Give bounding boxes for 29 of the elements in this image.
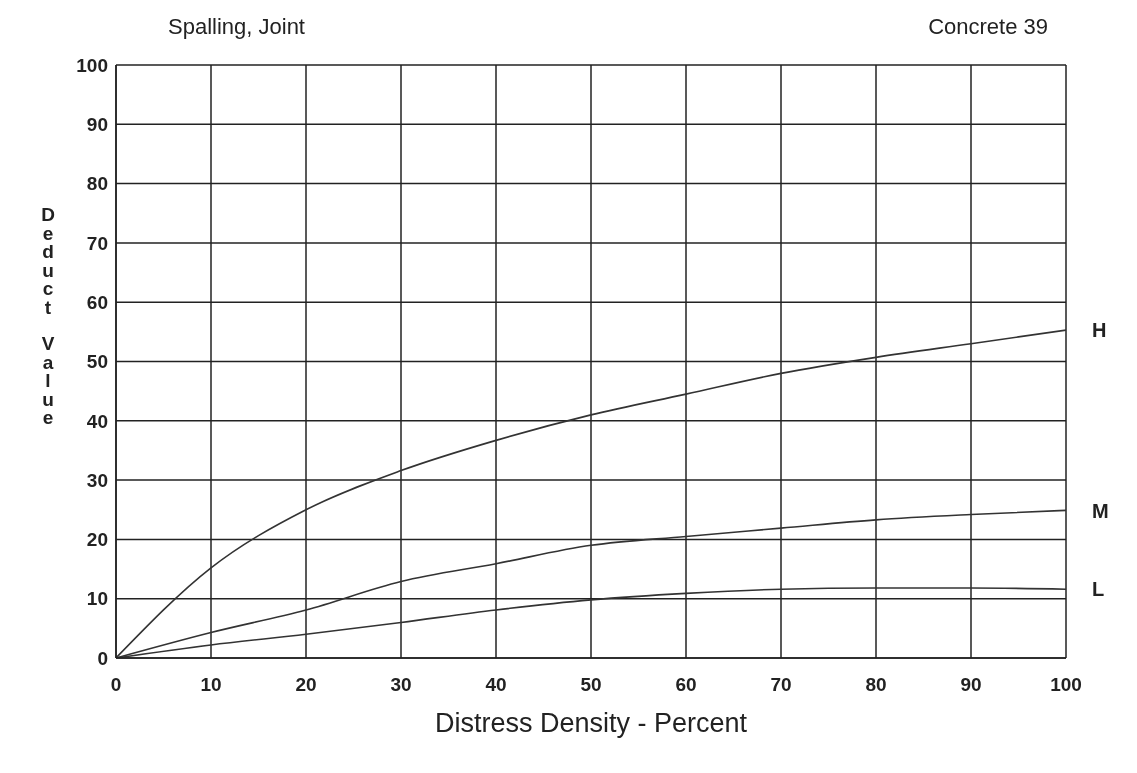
series-label: M — [1092, 499, 1109, 522]
x-tick-label: 20 — [295, 674, 317, 696]
x-tick-label: 0 — [110, 674, 122, 696]
series-label: H — [1092, 319, 1107, 342]
y-tick-label: 90 — [86, 114, 108, 136]
x-tick-label: 60 — [675, 674, 697, 696]
y-tick-label: 50 — [86, 351, 108, 373]
y-tick-label: 30 — [86, 469, 108, 491]
x-axis-title: Distress Density - Percent — [434, 708, 748, 738]
y-tick-label: 70 — [86, 232, 108, 254]
y-tick-label: 10 — [86, 588, 108, 610]
x-tick-label: 30 — [390, 674, 412, 696]
x-tick-label: 70 — [770, 674, 792, 696]
y-tick-label: 0 — [97, 647, 108, 669]
x-tick-label: 50 — [580, 674, 602, 696]
chart-subtitle: Concrete 39 — [928, 14, 1048, 40]
x-tick-label: 10 — [200, 674, 222, 696]
y-tick-label: 100 — [76, 54, 108, 76]
series-label: L — [1092, 578, 1105, 601]
chart-title: Spalling, Joint — [168, 14, 305, 40]
y-tick-label: 80 — [86, 173, 108, 195]
x-tick-label: 40 — [485, 674, 507, 696]
y-tick-label: 40 — [86, 410, 108, 432]
x-tick-label: 100 — [1050, 674, 1082, 696]
x-tick-label: 90 — [960, 674, 982, 696]
x-tick-label: 80 — [865, 674, 887, 696]
y-tick-label: 20 — [86, 529, 108, 551]
y-tick-label: 60 — [86, 291, 108, 313]
text: Deduct Value — [41, 204, 55, 428]
